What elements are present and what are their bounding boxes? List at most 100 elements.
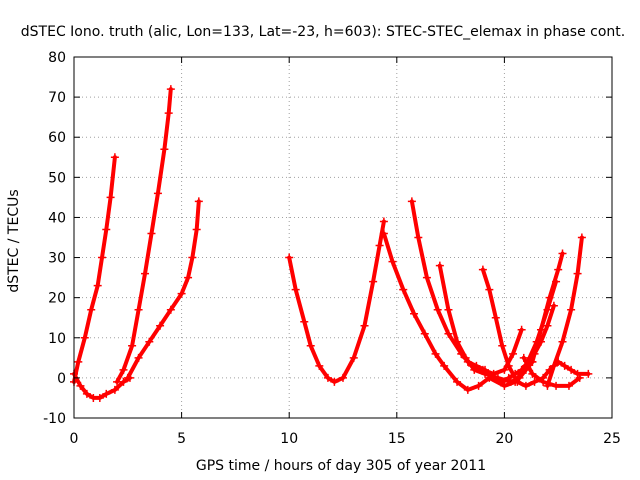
data-point bbox=[558, 249, 567, 258]
series-arc-10 bbox=[457, 301, 558, 386]
data-point bbox=[552, 381, 561, 390]
data-point bbox=[573, 369, 582, 378]
data-point bbox=[472, 361, 481, 370]
data-point bbox=[431, 349, 440, 358]
data-point bbox=[82, 389, 91, 398]
y-tick-label: 0 bbox=[57, 371, 66, 387]
data-point bbox=[80, 333, 89, 342]
data-point bbox=[422, 273, 431, 282]
x-tick-label: 15 bbox=[388, 431, 406, 447]
data-point bbox=[521, 381, 530, 390]
data-point bbox=[453, 377, 462, 386]
data-point bbox=[478, 265, 487, 274]
data-point bbox=[491, 313, 500, 322]
series-line bbox=[125, 199, 201, 380]
series-arc-1 bbox=[70, 153, 119, 386]
data-point bbox=[511, 369, 520, 378]
data-point bbox=[95, 393, 104, 402]
data-point bbox=[339, 373, 347, 382]
data-point bbox=[184, 273, 193, 282]
data-point bbox=[543, 381, 552, 390]
y-tick-label: 10 bbox=[48, 331, 66, 347]
series-line bbox=[480, 267, 591, 388]
data-point bbox=[379, 229, 388, 238]
series-arc-6 bbox=[379, 229, 561, 394]
series-line bbox=[115, 87, 173, 384]
y-tick-label: 80 bbox=[48, 50, 66, 66]
data-point bbox=[407, 197, 416, 206]
data-point bbox=[141, 269, 150, 278]
series-line bbox=[287, 219, 386, 384]
data-point bbox=[375, 241, 384, 250]
data-point bbox=[577, 233, 586, 242]
data-point bbox=[188, 253, 197, 262]
data-point bbox=[134, 353, 143, 362]
data-point bbox=[504, 373, 513, 382]
data-point bbox=[306, 341, 315, 350]
data-point bbox=[123, 373, 132, 382]
data-point bbox=[470, 365, 479, 374]
data-point bbox=[379, 217, 388, 226]
data-point bbox=[134, 305, 143, 314]
data-point bbox=[93, 281, 102, 290]
x-axis-label: GPS time / hours of day 305 of year 2011 bbox=[196, 458, 486, 474]
y-tick-label: -10 bbox=[43, 411, 66, 427]
data-point bbox=[564, 381, 573, 390]
data-point bbox=[119, 365, 128, 374]
data-point bbox=[128, 341, 137, 350]
data-point bbox=[315, 361, 324, 370]
data-point bbox=[110, 385, 119, 394]
data-point bbox=[489, 373, 498, 382]
series-arc-5 bbox=[285, 217, 388, 386]
series-arc-2 bbox=[70, 369, 134, 402]
data-point bbox=[549, 361, 558, 370]
data-point bbox=[517, 365, 526, 374]
y-tick-label: 20 bbox=[48, 291, 66, 307]
x-tick-label: 10 bbox=[280, 431, 298, 447]
y-tick-label: 40 bbox=[48, 210, 66, 226]
data-point bbox=[369, 277, 378, 286]
y-tick-label: 30 bbox=[48, 251, 66, 267]
series-line bbox=[545, 235, 584, 388]
data-point bbox=[330, 377, 339, 386]
x-tick-label: 0 bbox=[70, 431, 79, 447]
data-point bbox=[567, 305, 576, 314]
series-arc-9 bbox=[478, 265, 593, 390]
data-point bbox=[528, 369, 537, 378]
data-point bbox=[153, 189, 162, 198]
series-arc-7 bbox=[407, 197, 526, 378]
series-arc-3 bbox=[113, 85, 175, 386]
data-point bbox=[463, 385, 472, 394]
data-point bbox=[444, 305, 453, 314]
data-point bbox=[513, 377, 522, 386]
data-point bbox=[414, 233, 423, 242]
data-point bbox=[517, 325, 526, 334]
data-point bbox=[164, 109, 173, 118]
series-line bbox=[72, 155, 117, 384]
data-point bbox=[388, 257, 397, 266]
data-point bbox=[285, 253, 294, 262]
data-point bbox=[530, 377, 539, 386]
data-point bbox=[554, 265, 563, 274]
data-point bbox=[543, 321, 552, 330]
data-point bbox=[300, 317, 309, 326]
series-arc-4 bbox=[123, 197, 203, 382]
data-point bbox=[291, 285, 300, 294]
data-point bbox=[194, 197, 203, 206]
chart-title: dSTEC Iono. truth (alic, Lon=133, Lat=-2… bbox=[21, 24, 625, 40]
data-point bbox=[420, 329, 429, 338]
data-point bbox=[509, 349, 518, 358]
data-point bbox=[545, 293, 554, 302]
y-tick-label: 60 bbox=[48, 130, 66, 146]
data-point bbox=[435, 261, 444, 270]
data-point bbox=[360, 321, 369, 330]
x-tick-label: 20 bbox=[495, 431, 513, 447]
data-point bbox=[549, 301, 558, 310]
data-point bbox=[440, 361, 449, 370]
series-group bbox=[70, 85, 593, 402]
data-point bbox=[519, 353, 528, 362]
data-point bbox=[160, 145, 169, 154]
data-point bbox=[558, 337, 567, 346]
